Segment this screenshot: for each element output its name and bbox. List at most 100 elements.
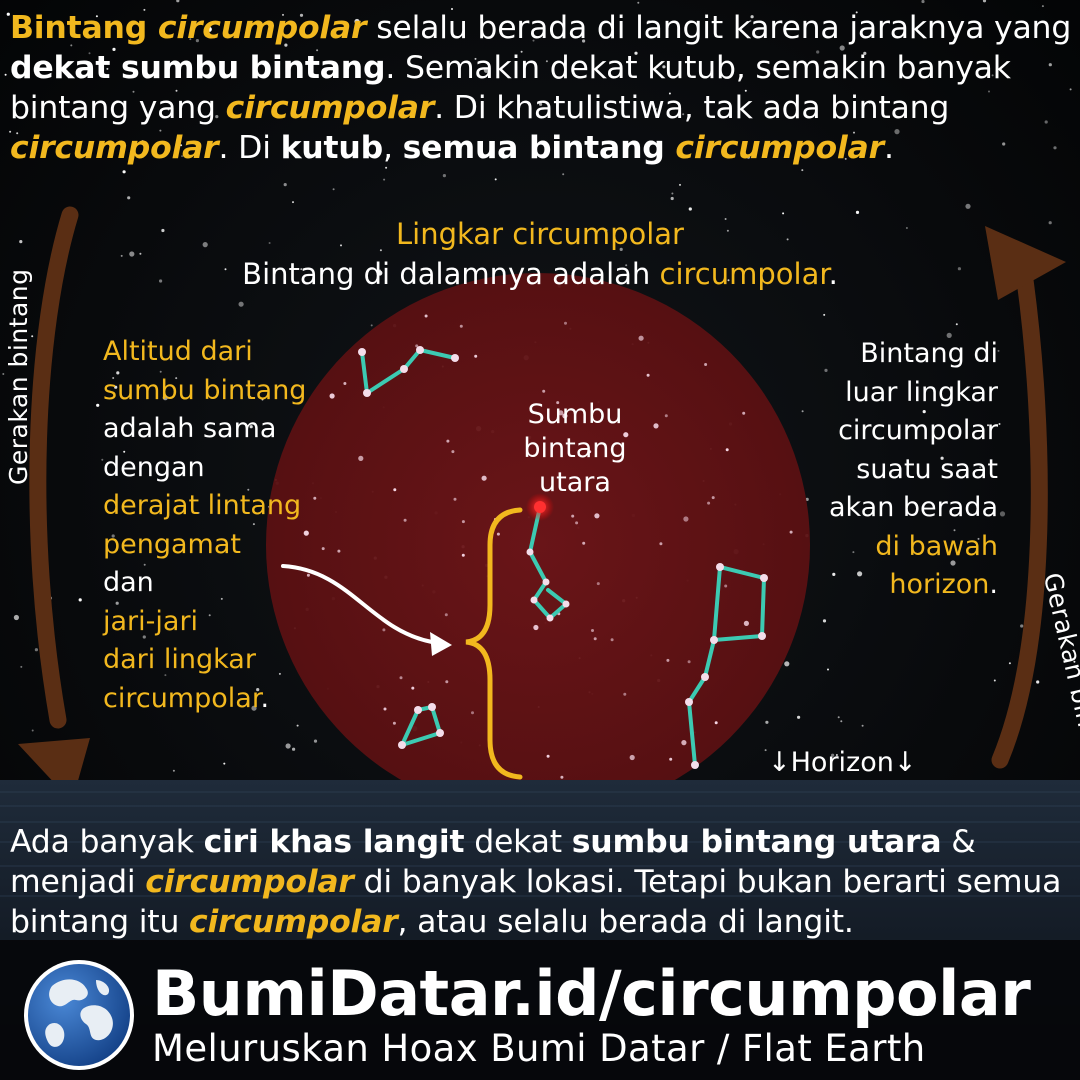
circle-star <box>560 775 564 779</box>
star <box>378 269 381 272</box>
star <box>982 0 987 3</box>
star <box>955 323 958 326</box>
circle-star <box>306 573 310 577</box>
circle-star <box>445 680 449 684</box>
star <box>14 17 17 20</box>
star <box>116 371 120 375</box>
circle-star <box>446 439 450 443</box>
left-note-l8: jari-jari <box>103 605 199 637</box>
star <box>724 218 727 220</box>
star <box>215 115 219 119</box>
star <box>256 688 260 692</box>
star <box>1008 662 1011 665</box>
star <box>292 747 296 751</box>
circle-star <box>687 660 691 664</box>
star <box>474 57 477 60</box>
circle-star <box>707 501 711 505</box>
star <box>93 109 95 112</box>
curved-arrow-right-icon <box>991 271 1048 769</box>
right-note: Bintang di luar lingkar circumpolar suat… <box>770 335 998 605</box>
circle-star <box>669 757 673 761</box>
star <box>946 332 952 338</box>
circle-star <box>629 754 635 761</box>
circle-star <box>743 620 750 627</box>
circle-star <box>461 520 465 524</box>
circle-star <box>496 532 500 536</box>
right-note-l6: di bawah <box>875 530 998 562</box>
intro-s3: selalu berada di langit karena jaraknya … <box>366 10 1072 46</box>
star <box>965 203 971 209</box>
star <box>159 370 162 373</box>
circle-star <box>575 521 579 525</box>
star <box>285 743 291 749</box>
star <box>313 739 318 743</box>
circle-star <box>683 516 689 522</box>
star <box>839 45 845 51</box>
star <box>180 144 183 147</box>
star <box>9 130 12 133</box>
star <box>112 47 116 52</box>
circle-star <box>564 321 567 325</box>
pole-star-label: Sumbu bintang utara <box>520 398 630 500</box>
star <box>223 762 226 765</box>
star <box>202 242 208 248</box>
star <box>863 51 867 56</box>
star <box>282 13 284 16</box>
constellation-big-dipper <box>687 565 766 767</box>
circle-star <box>596 582 600 586</box>
star <box>999 511 1006 517</box>
circle-star <box>714 721 718 725</box>
intro-s5: . Semakin dekat kutub, semakin banyak bi… <box>10 50 1011 126</box>
star <box>805 497 809 501</box>
circle-star <box>459 324 463 328</box>
star <box>782 212 785 215</box>
star <box>801 410 804 413</box>
star <box>340 244 342 247</box>
star <box>1069 88 1072 91</box>
star <box>545 60 548 63</box>
pole-label-l2: bintang <box>523 433 627 464</box>
circle-star <box>358 455 364 461</box>
circle-star <box>588 450 592 454</box>
circle-star <box>313 496 317 500</box>
star <box>13 614 19 621</box>
star <box>726 229 729 232</box>
star <box>354 18 360 25</box>
star <box>625 264 628 267</box>
pole-star-icon <box>534 501 546 513</box>
star <box>1048 221 1052 225</box>
outro-s9: , atau selalu berada di langit. <box>397 904 854 940</box>
star <box>921 0 925 4</box>
intro-s6: circumpolar <box>225 90 435 126</box>
curved-arrowhead-right-icon <box>985 226 1066 300</box>
circle-star <box>623 692 627 696</box>
circle-star <box>343 382 347 385</box>
circle-star <box>562 413 568 419</box>
circle-star <box>704 363 708 366</box>
star <box>483 67 489 73</box>
circle-label-subtitle-c: . <box>828 257 838 291</box>
outro-s1: Ada banyak <box>10 824 204 860</box>
circle-star <box>711 496 715 500</box>
circle-label-title: Lingkar circumpolar <box>396 217 684 251</box>
star <box>114 385 118 389</box>
star <box>95 15 98 18</box>
star <box>248 395 252 399</box>
star <box>159 279 163 283</box>
curved-arrow-left-icon <box>29 206 79 729</box>
left-note-l2: sumbu bintang <box>103 374 307 406</box>
pointer-arrowhead-icon <box>430 632 452 656</box>
star <box>991 74 994 77</box>
circle-label-subtitle-a: Bintang di dalamnya adalah <box>242 257 660 291</box>
star <box>987 424 989 427</box>
star <box>662 65 666 69</box>
star <box>296 724 299 727</box>
star <box>111 534 115 538</box>
star <box>746 155 751 159</box>
star <box>176 0 180 3</box>
circle-star <box>303 530 309 536</box>
star <box>1020 624 1024 628</box>
star <box>181 155 184 158</box>
intro-s1: Bintang <box>10 10 158 46</box>
star <box>159 129 162 132</box>
